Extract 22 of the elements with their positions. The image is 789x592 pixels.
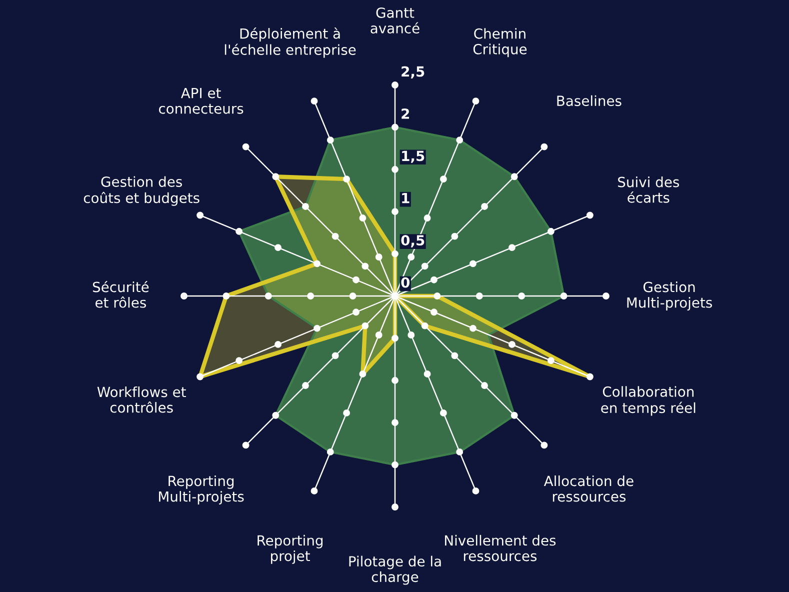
spoke-label: Suivi des écarts (618, 176, 680, 203)
spoke-label: Baselines (557, 95, 622, 106)
y-tick-label: 1,5 (402, 150, 424, 163)
spoke-label: Collaboration en temps réel (601, 386, 696, 416)
spoke-label: Pilotage de la charge (349, 556, 441, 585)
spoke-label: Reporting Multi-projets (159, 475, 244, 504)
spoke-label: Gestion des coûts et budgets (84, 176, 200, 206)
y-tick-label: 2,5 (402, 66, 424, 79)
spoke-label: Nivellement des ressources (445, 534, 556, 562)
spoke-label: Déploiement à l'échelle entreprise (224, 27, 356, 58)
spoke-label: API et connecteurs (158, 88, 244, 114)
spoke-label: Reporting projet (258, 534, 323, 564)
spoke-label: Gantt avancé (370, 7, 420, 34)
spoke-label: Workflows et contrôles (97, 386, 186, 413)
spoke-label: Chemin Critique (473, 28, 527, 58)
y-tick-label: 2 (402, 108, 410, 119)
spoke-label: Allocation de ressources (544, 475, 634, 502)
y-tick-label: 0 (401, 277, 410, 288)
spoke-label: Sécurité et rôles (92, 280, 149, 308)
y-tick-label: 1 (402, 193, 410, 204)
spoke-label: Gestion Multi-projets (627, 282, 712, 310)
y-tick-label: 0,5 (401, 235, 424, 248)
